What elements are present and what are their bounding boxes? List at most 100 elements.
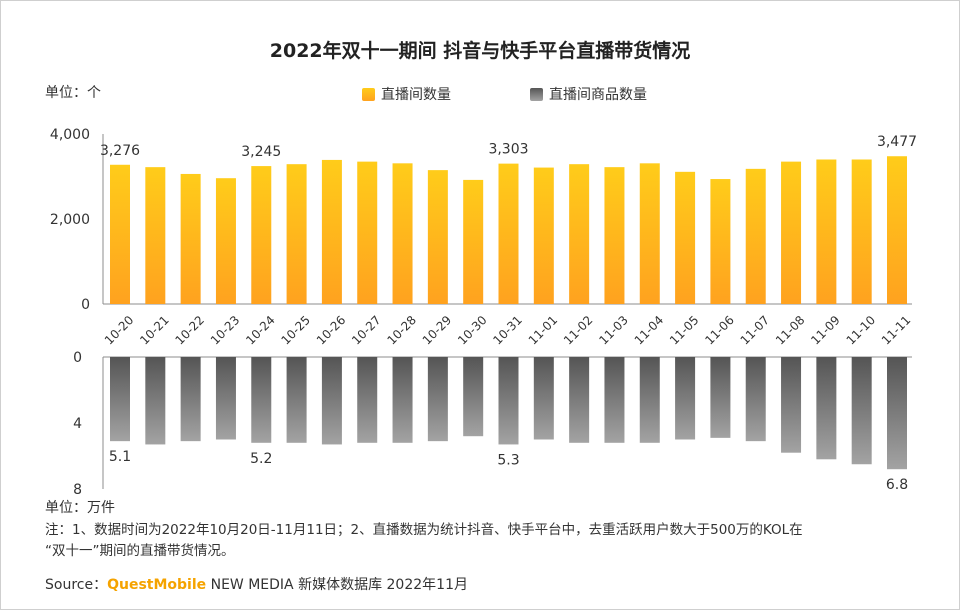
source-rest: NEW MEDIA 新媒体数据库 2022年11月 — [206, 577, 468, 593]
bar-rooms — [180, 173, 201, 304]
bar-rooms — [427, 170, 448, 304]
x-tick-label: 11-04 — [632, 313, 667, 348]
x-tick-label: 11-07 — [738, 313, 773, 348]
x-tick-label: 11-09 — [808, 313, 843, 348]
x-tick-label: 11-06 — [702, 313, 737, 348]
x-tick-label: 10-22 — [173, 313, 208, 348]
bottom-y-tick-label: 4 — [73, 416, 82, 432]
bar-products — [710, 357, 731, 438]
bar-rooms — [569, 164, 590, 304]
data-label-products: 6.8 — [886, 477, 908, 493]
bar-rooms — [851, 159, 872, 304]
bar-rooms — [286, 164, 307, 304]
legend-label-rooms: 直播间数量 — [381, 87, 451, 103]
top-y-tick-label: 0 — [81, 297, 90, 313]
note-line-2: “双十一”期间的直播带货情况。 — [45, 543, 235, 559]
legend-item-products: 直播间商品数量 — [530, 84, 647, 104]
bar-rooms — [816, 159, 837, 304]
x-tick-label: 11-11 — [879, 313, 914, 348]
top-y-tick-label: 4,000 — [50, 127, 90, 143]
legend-swatch-gold — [362, 87, 375, 101]
bar-products — [569, 357, 590, 443]
data-label-products: 5.1 — [109, 449, 131, 465]
bar-products — [357, 357, 378, 443]
unit-label-top: 单位：个 — [45, 85, 101, 101]
bar-products — [251, 357, 272, 443]
bottom-y-tick-label: 8 — [73, 482, 82, 498]
legend-label-products: 直播间商品数量 — [549, 87, 647, 103]
chart-title: 2022年双十一期间 抖音与快手平台直播带货情况 — [269, 40, 691, 62]
bar-rooms — [675, 171, 696, 304]
bar-rooms — [745, 168, 766, 304]
bar-rooms — [639, 163, 660, 304]
top-y-tick-label: 2,000 — [50, 212, 90, 228]
x-tick-label: 11-01 — [526, 313, 561, 348]
x-tick-label: 11-05 — [667, 313, 702, 348]
bar-rooms — [215, 178, 236, 304]
source-brand: QuestMobile — [107, 577, 207, 593]
bar-rooms — [887, 156, 907, 304]
bar-rooms — [110, 164, 130, 304]
note-line-1: 注：1、数据时间为2022年10月20日-11月11日；2、直播数据为统计抖音、… — [45, 522, 803, 538]
x-tick-label: 10-31 — [490, 313, 525, 348]
x-tick-label: 10-29 — [420, 313, 455, 348]
chart-marks: 10-20 10-21 10-22 10-23 10-24 10-25 10-26 10-27… — [100, 134, 917, 493]
bar-products — [145, 357, 166, 445]
bar-products — [286, 357, 307, 443]
bar-products — [675, 357, 696, 440]
bar-products — [533, 357, 554, 440]
x-tick-label: 10-21 — [137, 313, 172, 348]
bar-products — [887, 357, 907, 470]
x-tick-label: 11-10 — [844, 313, 879, 348]
x-tick-label: 11-03 — [596, 313, 631, 348]
bar-rooms — [498, 163, 519, 304]
bar-products — [215, 357, 236, 440]
bar-rooms — [251, 166, 272, 304]
legend-item-rooms: 直播间数量 — [362, 84, 451, 104]
bar-rooms — [392, 163, 413, 304]
x-tick-label: 11-02 — [561, 313, 596, 348]
data-label-rooms: 3,303 — [488, 142, 528, 158]
x-tick-label: 11-08 — [773, 313, 808, 348]
bar-products — [498, 357, 519, 445]
bar-rooms — [710, 179, 731, 304]
bar-products — [816, 357, 837, 460]
data-label-products: 5.2 — [250, 451, 272, 467]
bar-products — [745, 357, 766, 442]
bar-products — [781, 357, 802, 453]
bar-products — [180, 357, 201, 442]
bar-rooms — [533, 167, 554, 304]
x-tick-label: 10-27 — [349, 313, 384, 348]
bar-products — [321, 357, 342, 445]
unit-label-bottom: 单位：万件 — [45, 500, 115, 516]
legend-swatch-gray — [530, 87, 543, 101]
bar-rooms — [321, 159, 342, 304]
data-label-rooms: 3,276 — [100, 143, 140, 159]
x-tick-label: 10-20 — [102, 313, 137, 348]
bottom-y-tick-label: 0 — [73, 350, 82, 366]
x-tick-label: 10-24 — [243, 313, 278, 348]
bar-rooms — [357, 161, 378, 304]
bar-products — [427, 357, 448, 442]
x-tick-label: 10-30 — [455, 313, 490, 348]
data-label-rooms: 3,477 — [877, 134, 917, 150]
bar-products — [110, 357, 130, 442]
source-line: Source：QuestMobile NEW MEDIA 新媒体数据库 2022… — [45, 574, 468, 594]
bar-rooms — [145, 167, 166, 304]
x-tick-label: 10-26 — [314, 313, 349, 348]
x-tick-label: 10-25 — [278, 313, 313, 348]
bar-rooms — [781, 161, 802, 304]
data-label-products: 5.3 — [497, 452, 519, 468]
data-label-rooms: 3,245 — [241, 144, 281, 160]
bar-products — [604, 357, 625, 443]
bar-products — [851, 357, 872, 465]
bar-products — [392, 357, 413, 443]
source-label: Source： — [45, 577, 108, 593]
x-tick-label: 10-28 — [384, 313, 419, 348]
x-tick-label: 10-23 — [208, 313, 243, 348]
bar-products — [463, 357, 484, 437]
bar-rooms — [463, 179, 484, 304]
bar-rooms — [604, 167, 625, 304]
bar-products — [639, 357, 660, 443]
